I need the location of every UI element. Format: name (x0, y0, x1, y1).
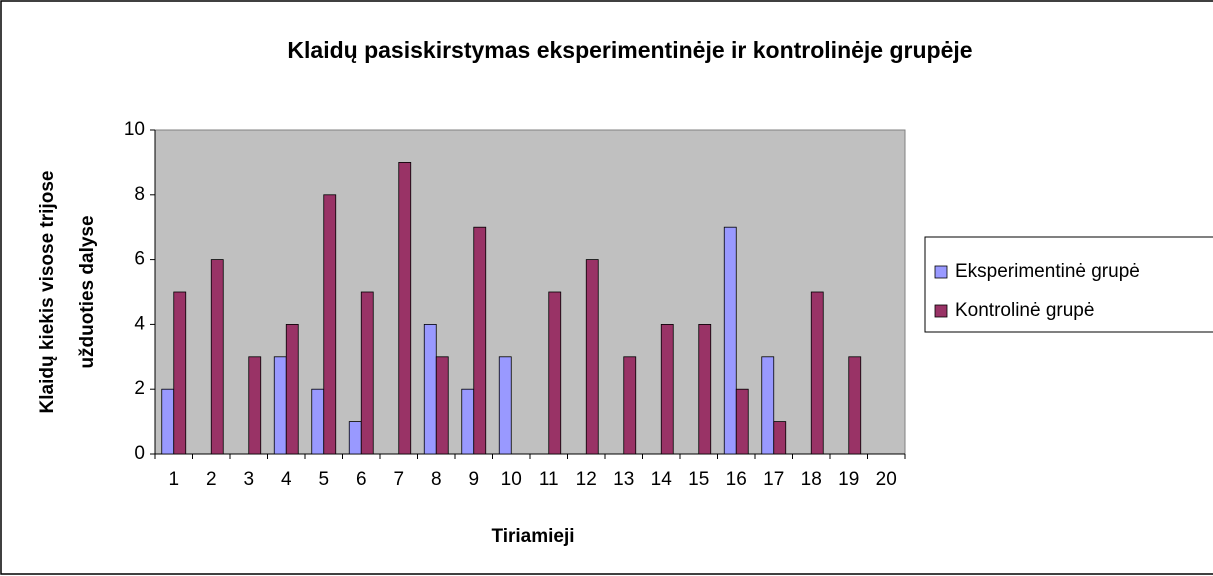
x-tick-label: 11 (539, 469, 559, 490)
bar (311, 388, 325, 455)
bar (585, 259, 599, 455)
bar (323, 194, 337, 455)
bar (698, 323, 712, 455)
y-tick-label: 6 (134, 249, 145, 270)
bar (161, 388, 175, 455)
x-tick-label: 18 (801, 469, 822, 490)
y-axis-label-line: Klaidų kiekis visose trijose (37, 171, 58, 414)
x-tick-label: 10 (501, 469, 522, 490)
x-tick-label: 20 (876, 469, 897, 490)
x-tick-label: 6 (356, 469, 367, 490)
y-axis-label-line: užduoties dalyse (77, 215, 98, 368)
y-tick-label: 10 (124, 119, 145, 140)
bar (348, 421, 362, 455)
bar (773, 421, 787, 455)
legend-label: Kontrolinė grupė (955, 300, 1094, 321)
bar (210, 259, 224, 455)
x-tick-label: 16 (726, 469, 747, 490)
bar (473, 226, 487, 455)
plot-area (154, 129, 906, 455)
x-tick-label: 19 (838, 469, 859, 490)
y-tick-label: 8 (134, 184, 145, 205)
bar (810, 291, 824, 455)
x-axis-label: Tiriamieji (491, 526, 574, 547)
bar (248, 356, 262, 455)
bar (273, 356, 287, 455)
legend-swatch (934, 265, 948, 279)
x-tick-label: 12 (576, 469, 597, 490)
x-tick-label: 15 (688, 469, 709, 490)
x-tick-label: 3 (243, 469, 254, 490)
bar (723, 226, 737, 455)
x-tick-label: 9 (468, 469, 479, 490)
x-tick-label: 13 (613, 469, 634, 490)
bar (548, 291, 562, 455)
bar (398, 161, 412, 455)
chart-title: Klaidų pasiskirstymas eksperimentinėje i… (287, 37, 972, 63)
y-tick-label: 0 (134, 443, 145, 464)
x-tick-label: 1 (168, 469, 179, 490)
x-tick-label: 4 (281, 469, 292, 490)
x-tick-label: 14 (651, 469, 673, 490)
bar (660, 323, 674, 455)
bar (623, 356, 637, 455)
bar (498, 356, 512, 455)
y-tick-label: 4 (134, 313, 145, 334)
bar (423, 323, 437, 455)
bar (285, 323, 299, 455)
bar (173, 291, 187, 455)
bar (761, 356, 775, 455)
bar (735, 388, 749, 455)
bar (360, 291, 374, 455)
x-tick-label: 17 (763, 469, 784, 490)
y-axis-label: Klaidų kiekis visose trijose užduoties d… (37, 171, 98, 414)
bar (461, 388, 475, 455)
x-tick-label: 5 (318, 469, 329, 490)
legend (924, 236, 1213, 333)
x-tick-label: 8 (431, 469, 442, 490)
x-tick-label: 7 (393, 469, 404, 490)
bar (435, 356, 449, 455)
legend-swatch (934, 304, 948, 318)
x-tick-label: 2 (206, 469, 217, 490)
y-tick-label: 2 (134, 378, 145, 399)
bar (848, 356, 862, 455)
legend-label: Eksperimentinė grupė (955, 261, 1140, 282)
